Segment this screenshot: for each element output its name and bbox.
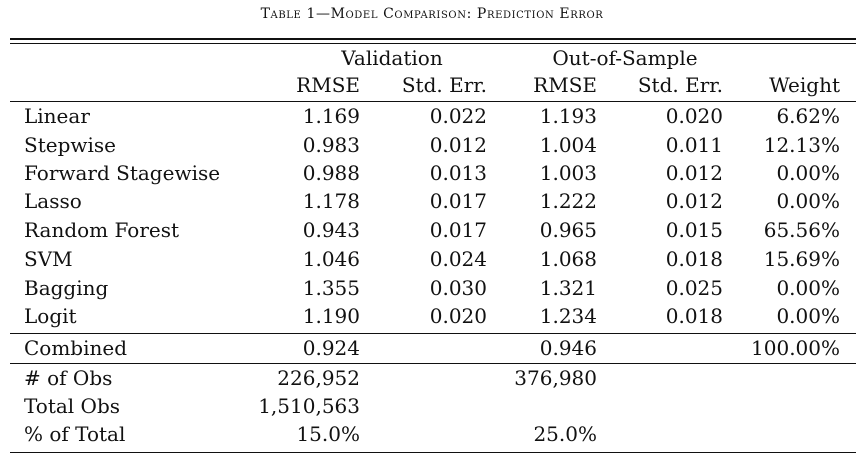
validation-rmse: 0.983 xyxy=(302,133,360,157)
validation-std-err: 0.030 xyxy=(429,276,487,300)
table-row: Stepwise 0.983 0.012 1.004 0.011 12.13% xyxy=(10,131,856,160)
oos-rmse: 1.004 xyxy=(539,133,597,157)
oos-rmse: 1.321 xyxy=(539,276,597,300)
oos-std-err: 0.018 xyxy=(665,247,723,271)
validation-rmse: 1.046 xyxy=(302,247,360,271)
stats-row: # of Obs 226,952 376,980 xyxy=(10,364,856,393)
weight: 100.00% xyxy=(751,336,840,360)
validation-std-err: 0.017 xyxy=(429,189,487,213)
oos-rmse: 1.193 xyxy=(539,104,597,128)
header-validation-rmse: RMSE xyxy=(296,73,360,97)
out-of-sample-group-header: Out-of-Sample xyxy=(552,46,698,70)
table-row: Linear 1.169 0.022 1.193 0.020 6.62% xyxy=(10,102,856,131)
weight: 15.69% xyxy=(763,247,840,271)
table-row: Bagging 1.355 0.030 1.321 0.025 0.00% xyxy=(10,274,856,303)
table-caption: Table 1—Model Comparison: Prediction Err… xyxy=(260,6,604,22)
oos-std-err: 0.011 xyxy=(665,133,723,157)
table-row: Logit 1.190 0.020 1.234 0.018 0.00% xyxy=(10,302,856,331)
validation-rmse: 1.355 xyxy=(302,276,360,300)
oos-rmse: 1.222 xyxy=(539,189,597,213)
validation-value: 226,952 xyxy=(277,366,360,390)
row-label: Lasso xyxy=(24,189,82,213)
oos-std-err: 0.012 xyxy=(665,189,723,213)
validation-value: 15.0% xyxy=(296,422,360,446)
validation-std-err: 0.024 xyxy=(429,247,487,271)
header-oos-std-err: Std. Err. xyxy=(637,73,723,97)
top-rule-inner xyxy=(10,43,856,44)
oos-rmse: 1.068 xyxy=(539,247,597,271)
row-label: Forward Stagewise xyxy=(24,161,221,185)
stats-row: Total Obs 1,510,563 xyxy=(10,392,856,421)
group-header-row: Validation Out-of-Sample xyxy=(10,44,856,73)
row-label: % of Total xyxy=(24,422,126,446)
row-label: SVM xyxy=(24,247,73,271)
oos-std-err: 0.018 xyxy=(665,304,723,328)
weight: 12.13% xyxy=(763,133,840,157)
validation-std-err: 0.022 xyxy=(429,104,487,128)
combined-top-rule xyxy=(10,333,856,334)
top-rule xyxy=(10,38,856,40)
header-oos-rmse: RMSE xyxy=(533,73,597,97)
row-label: Stepwise xyxy=(24,133,116,157)
weight: 0.00% xyxy=(776,189,840,213)
row-label: Combined xyxy=(24,336,128,360)
validation-std-err: 0.013 xyxy=(429,161,487,185)
table-row: SVM 1.046 0.024 1.068 0.018 15.69% xyxy=(10,245,856,274)
validation-rmse: 1.190 xyxy=(302,304,360,328)
oos-rmse: 1.234 xyxy=(539,304,597,328)
oos-std-err: 0.012 xyxy=(665,161,723,185)
oos-std-err: 0.015 xyxy=(665,218,723,242)
weight: 65.56% xyxy=(763,218,840,242)
row-label: # of Obs xyxy=(24,366,113,390)
combined-bottom-rule xyxy=(10,363,856,364)
bottom-rule xyxy=(10,452,856,453)
weight: 0.00% xyxy=(776,304,840,328)
row-label: Random Forest xyxy=(24,218,180,242)
oos-std-err: 0.020 xyxy=(665,104,723,128)
validation-group-header: Validation xyxy=(341,46,443,70)
oos-rmse: 1.003 xyxy=(539,161,597,185)
combined-row: Combined 0.924 0.946 100.00% xyxy=(10,334,856,363)
validation-rmse: 0.924 xyxy=(302,336,360,360)
header-weight: Weight xyxy=(769,73,840,97)
header-rule xyxy=(10,101,856,102)
validation-rmse: 1.169 xyxy=(302,104,360,128)
validation-std-err: 0.020 xyxy=(429,304,487,328)
oos-std-err: 0.025 xyxy=(665,276,723,300)
table-row: Lasso 1.178 0.017 1.222 0.012 0.00% xyxy=(10,187,856,216)
row-label: Logit xyxy=(24,304,77,328)
validation-rmse: 0.943 xyxy=(302,218,360,242)
oos-value: 25.0% xyxy=(533,422,597,446)
validation-rmse: 1.178 xyxy=(302,189,360,213)
validation-std-err: 0.012 xyxy=(429,133,487,157)
table-row: Forward Stagewise 0.988 0.013 1.003 0.01… xyxy=(10,159,856,188)
stats-row: % of Total 15.0% 25.0% xyxy=(10,420,856,449)
row-label: Total Obs xyxy=(24,394,121,418)
weight: 0.00% xyxy=(776,276,840,300)
validation-std-err: 0.017 xyxy=(429,218,487,242)
header-validation-std-err: Std. Err. xyxy=(401,73,487,97)
oos-rmse: 0.965 xyxy=(539,218,597,242)
validation-rmse: 0.988 xyxy=(302,161,360,185)
weight: 6.62% xyxy=(776,104,840,128)
weight: 0.00% xyxy=(776,161,840,185)
oos-value: 376,980 xyxy=(514,366,597,390)
oos-rmse: 0.946 xyxy=(539,336,597,360)
row-label: Bagging xyxy=(24,276,109,300)
column-header-row: RMSE Std. Err. RMSE Std. Err. Weight xyxy=(10,71,856,100)
table-row: Random Forest 0.943 0.017 0.965 0.015 65… xyxy=(10,216,856,245)
row-label: Linear xyxy=(24,104,90,128)
validation-value: 1,510,563 xyxy=(258,394,360,418)
